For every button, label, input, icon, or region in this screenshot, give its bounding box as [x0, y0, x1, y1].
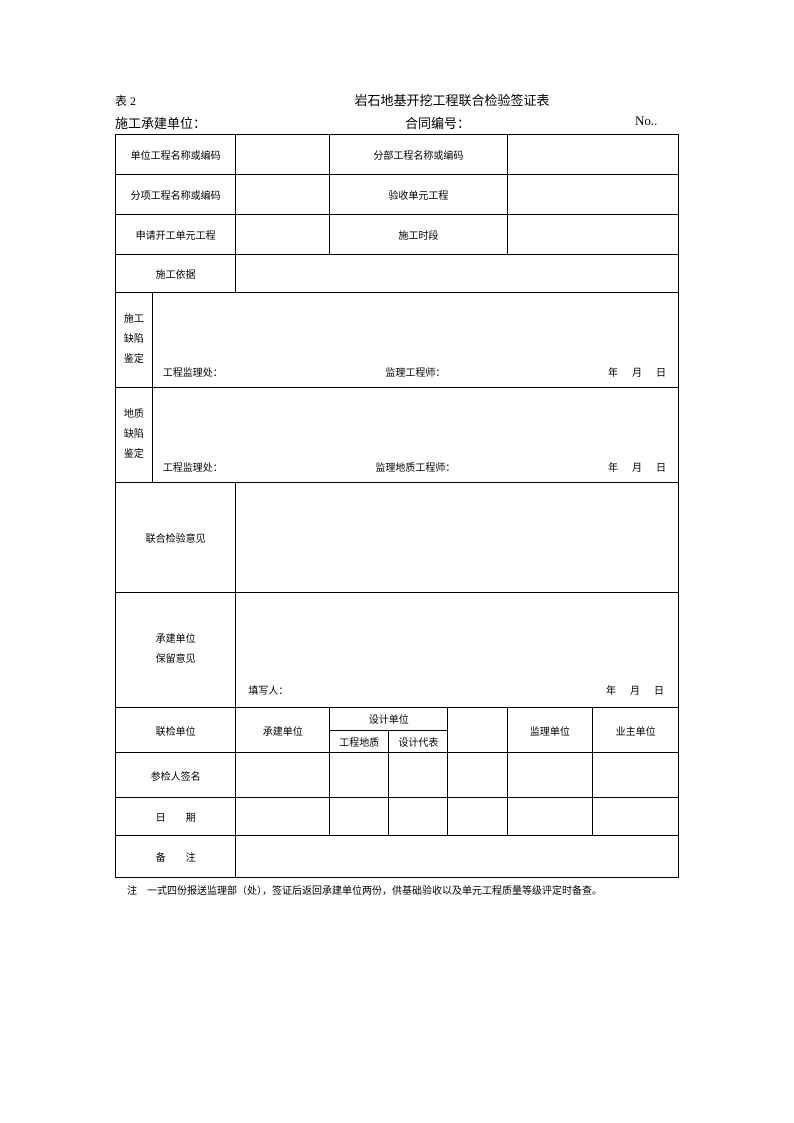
- item-project-label: 分项工程名称或编码: [116, 175, 236, 215]
- subproject-value: [507, 135, 678, 175]
- sig-cell-5: [593, 753, 679, 798]
- date-label: 日 期: [116, 798, 236, 836]
- supervisor-col: 监理单位: [507, 708, 593, 753]
- date-cell-3: [389, 798, 448, 836]
- basis-value: [236, 255, 679, 293]
- retain-filler: 填写人：: [248, 682, 288, 697]
- remark-value: [236, 836, 679, 878]
- unit-project-value: [236, 135, 330, 175]
- sig-cell-4: [507, 753, 593, 798]
- contractor-col: 承建单位: [236, 708, 330, 753]
- retain-opinion-label: 承建单位保留意见: [116, 593, 236, 708]
- apply-start-label: 申请开工单元工程: [116, 215, 236, 255]
- construction-unit-label: 施工承建单位：: [115, 113, 405, 132]
- unit-project-label: 单位工程名称或编码: [116, 135, 236, 175]
- serial-no-label: No..: [585, 113, 679, 132]
- construction-defect-content: 工程监理处： 监理工程师： 年 月 日: [152, 293, 678, 388]
- inspector-name-label: 参检人签名: [116, 753, 236, 798]
- placeholder-col: [448, 708, 507, 753]
- geology-defect-content: 工程监理处： 监理地质工程师： 年 月 日: [152, 388, 678, 483]
- item-project-value: [236, 175, 330, 215]
- design-unit-col: 设计单位: [330, 708, 448, 731]
- owner-col: 业主单位: [593, 708, 679, 753]
- defect2-engineer: 监理地质工程师：: [314, 459, 516, 474]
- date-cell-2: [330, 798, 389, 836]
- contract-no-label: 合同编号：: [405, 113, 585, 132]
- sig-cell-2: [330, 753, 389, 798]
- geology-subcol: 工程地质: [330, 730, 389, 753]
- construction-period-label: 施工时段: [330, 215, 507, 255]
- footnote: 注 一式四份报送监理部（处），签证后返回承建单位两份，供基础验收以及单元工程质量…: [115, 882, 679, 897]
- apply-start-value: [236, 215, 330, 255]
- construction-period-value: [507, 215, 678, 255]
- date-cell-4: [507, 798, 593, 836]
- design-rep-subcol: 设计代表: [389, 730, 448, 753]
- defect2-dept: 工程监理处：: [163, 459, 223, 474]
- defect1-date: 年 月 日: [608, 364, 668, 379]
- date-cell-3b: [448, 798, 507, 836]
- remark-label: 备 注: [116, 836, 236, 878]
- basis-label: 施工依据: [116, 255, 236, 293]
- defect2-date: 年 月 日: [608, 459, 668, 474]
- inspection-unit-label: 联检单位: [116, 708, 236, 753]
- subproject-label: 分部工程名称或编码: [330, 135, 507, 175]
- retain-date: 年 月 日: [606, 682, 666, 697]
- date-cell-1: [236, 798, 330, 836]
- table-number: 表 2: [115, 92, 155, 109]
- sig-cell-3b: [448, 753, 507, 798]
- defect1-engineer: 监理工程师：: [314, 364, 516, 379]
- form-title: 岩石地基开挖工程联合检验签证表: [155, 90, 679, 109]
- date-cell-5: [593, 798, 679, 836]
- main-form-table: 单位工程名称或编码 分部工程名称或编码 分项工程名称或编码 验收单元工程 申请开…: [115, 134, 679, 878]
- sig-cell-1: [236, 753, 330, 798]
- defect1-dept: 工程监理处：: [163, 364, 223, 379]
- acceptance-unit-label: 验收单元工程: [330, 175, 507, 215]
- retain-opinion-content: 填写人： 年 月 日: [236, 593, 679, 708]
- joint-opinion-label: 联合检验意见: [116, 483, 236, 593]
- sig-cell-3: [389, 753, 448, 798]
- geology-defect-label: 地质缺陷鉴定: [116, 388, 153, 483]
- joint-opinion-value: [236, 483, 679, 593]
- acceptance-unit-value: [507, 175, 678, 215]
- construction-defect-label: 施工缺陷鉴定: [116, 293, 153, 388]
